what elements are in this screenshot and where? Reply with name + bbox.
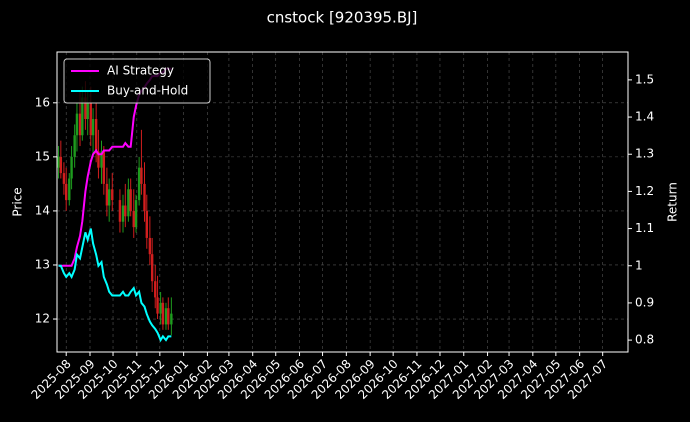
candle-body (81, 97, 84, 136)
candle-body (91, 119, 95, 136)
plot-frame (56, 51, 629, 353)
candle-body (59, 156, 63, 174)
candle-body (86, 102, 89, 120)
candle-body (73, 135, 76, 157)
y2-tick-label: 1.1 (635, 221, 654, 235)
candle-body (100, 151, 103, 168)
chart-title: cnstock [920395.BJ] (267, 9, 418, 27)
y2-tick-label: 1.5 (635, 72, 654, 86)
legend-label: Buy-and-Hold (107, 84, 188, 98)
candle-body (97, 151, 100, 168)
candle-body (124, 205, 127, 217)
candle-body (156, 297, 159, 314)
y2-tick-label: 1 (635, 258, 643, 272)
candle-body (94, 119, 98, 152)
candle-body (78, 113, 82, 136)
candle-body (167, 308, 170, 325)
candle-body (121, 205, 125, 222)
candle-body (134, 200, 138, 228)
legend-label: AI Strategy (107, 64, 174, 78)
candle-body (68, 178, 71, 201)
candle-body (129, 189, 132, 211)
series-line (58, 228, 172, 343)
y2-tick-label: 1.4 (635, 110, 654, 124)
y-axis-label: Price (11, 187, 25, 216)
y2-tick-label: 0.8 (635, 333, 654, 347)
candle-body (164, 308, 168, 325)
y-tick-label: 14 (35, 203, 50, 217)
y2-tick-label: 1.3 (635, 147, 654, 161)
candle-body (62, 173, 66, 184)
y2-tick-label: 1.2 (635, 184, 654, 198)
candle-body (159, 302, 162, 314)
candle-body (132, 210, 135, 228)
candle-body (127, 189, 130, 217)
candle-body (89, 102, 92, 136)
candle-body (137, 167, 141, 201)
candle-body (57, 156, 60, 168)
y-tick-label: 15 (35, 149, 50, 163)
candle-body (161, 302, 165, 325)
candle-body (65, 183, 68, 201)
candle-body (154, 281, 157, 298)
candle-body (140, 167, 143, 184)
candle-body (118, 200, 122, 222)
candle-body (102, 151, 106, 184)
candle-body (70, 156, 73, 179)
legend-box (63, 58, 211, 104)
candle-body (105, 183, 109, 206)
candle-body (170, 313, 173, 325)
candle-body (107, 189, 111, 206)
candle-body (145, 210, 148, 238)
y-tick-label: 13 (35, 257, 50, 271)
candle-body (111, 189, 114, 201)
y2-tick-label: 0.9 (635, 295, 654, 309)
candle-body (75, 113, 79, 136)
y-tick-label: 16 (35, 95, 50, 109)
y-tick-label: 12 (35, 312, 50, 326)
candle-body (143, 183, 146, 211)
candle-body (84, 97, 87, 120)
candle-body (150, 254, 154, 282)
candle-body (148, 237, 152, 255)
y2-axis-label: Return (666, 182, 680, 222)
